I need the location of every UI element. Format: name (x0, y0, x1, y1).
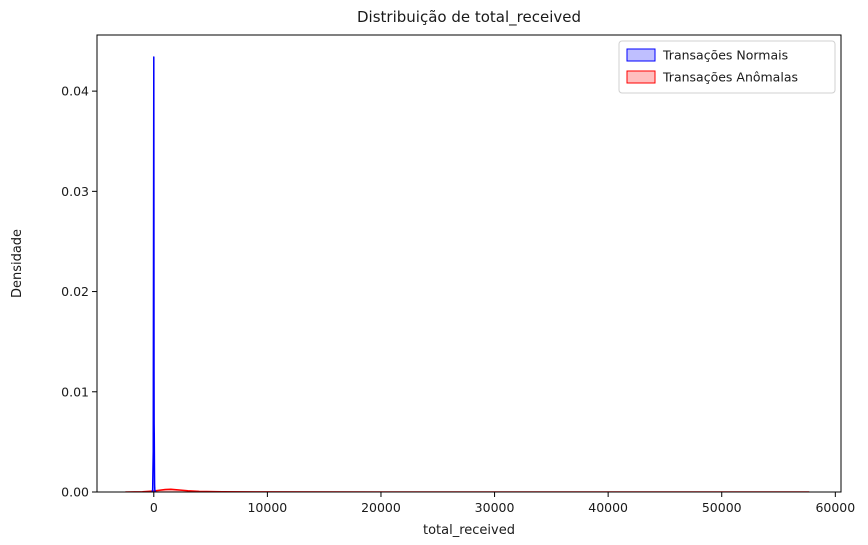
chart-title: Distribuição de total_received (357, 8, 581, 27)
y-tick-label: 0.00 (61, 485, 89, 500)
plot-frame (96, 34, 842, 493)
plot-area (125, 56, 810, 492)
x-tick-label: 40000 (588, 500, 628, 515)
legend-swatch (626, 48, 656, 62)
x-tick-label: 30000 (475, 500, 515, 515)
legend-label: Transações Anômalas (662, 70, 798, 85)
y-tick-label: 0.04 (61, 84, 89, 99)
legend-swatch (626, 70, 656, 84)
x-tick-label: 50000 (702, 500, 742, 515)
series-line-transacoes-normais (151, 56, 157, 492)
y-axis: 0.00 0.01 0.02 0.03 0.04 (61, 84, 97, 500)
y-tick-label: 0.02 (61, 284, 89, 299)
x-axis-title: total_received (423, 523, 515, 538)
x-tick-label: 0 (150, 500, 158, 515)
legend-label: Transações Normais (662, 48, 788, 63)
y-axis-title: Densidade (10, 229, 25, 298)
y-tick-label: 0.01 (61, 384, 89, 399)
x-tick-label: 60000 (815, 500, 855, 515)
x-tick-label: 20000 (361, 500, 401, 515)
legend-box (618, 40, 836, 94)
legend: Transações Normais Transações Anômalas (618, 40, 836, 94)
y-tick-label: 0.03 (61, 184, 89, 199)
x-tick-label: 10000 (247, 500, 287, 515)
x-axis: 0 10000 20000 30000 40000 50000 60000 (150, 492, 855, 515)
